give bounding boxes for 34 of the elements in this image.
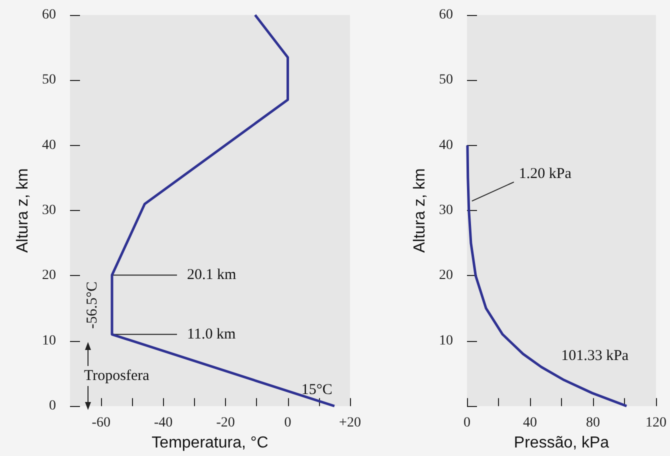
annotation: 101.33 kPa bbox=[561, 348, 629, 364]
y-tick-label: 50 bbox=[439, 72, 453, 88]
annotation: 15°C bbox=[301, 382, 332, 398]
annotation: -56.5°C bbox=[84, 281, 100, 329]
y-tick-label: 50 bbox=[42, 72, 56, 88]
y-tick-label: 40 bbox=[42, 138, 56, 153]
line-series bbox=[466, 144, 628, 408]
y-tick-label: 20 bbox=[42, 268, 56, 284]
annotation: 20.1 km bbox=[187, 267, 236, 284]
y-axis-title: Altura z, km bbox=[412, 168, 429, 253]
x-tick-label: -40 bbox=[154, 416, 173, 431]
y-tick-label: 60 bbox=[439, 8, 453, 22]
annotation: Troposfera bbox=[84, 368, 150, 384]
y-tick-label: 30 bbox=[439, 203, 453, 218]
x-axis-title: Temperatura, °C bbox=[152, 434, 268, 452]
x-axis-title: Pressão, kPa bbox=[514, 434, 610, 452]
annotation: 1.20 kPa bbox=[518, 166, 572, 182]
x-tick-label: 120 bbox=[646, 416, 666, 431]
y-axis-title: Altura z, km bbox=[14, 168, 32, 253]
y-tick-label: 30 bbox=[42, 203, 56, 218]
annotation: 11.0 km bbox=[187, 326, 236, 342]
y-tick-label: 40 bbox=[439, 138, 453, 153]
y-tick-label: 10 bbox=[439, 333, 453, 348]
x-tick-label: 80 bbox=[586, 416, 600, 431]
y-tick-label: 20 bbox=[439, 268, 453, 284]
x-tick-label: +20 bbox=[339, 416, 361, 431]
y-tick-label: 10 bbox=[42, 333, 56, 348]
x-tick-label: 0 bbox=[284, 416, 292, 431]
x-tick-label: 0 bbox=[464, 416, 470, 431]
x-tick-label: -20 bbox=[216, 416, 235, 431]
x-tick-label: -60 bbox=[92, 416, 110, 431]
y-tick-label: 60 bbox=[42, 8, 56, 22]
y-tick-label: 0 bbox=[49, 398, 56, 414]
x-tick-label: 40 bbox=[523, 416, 537, 431]
